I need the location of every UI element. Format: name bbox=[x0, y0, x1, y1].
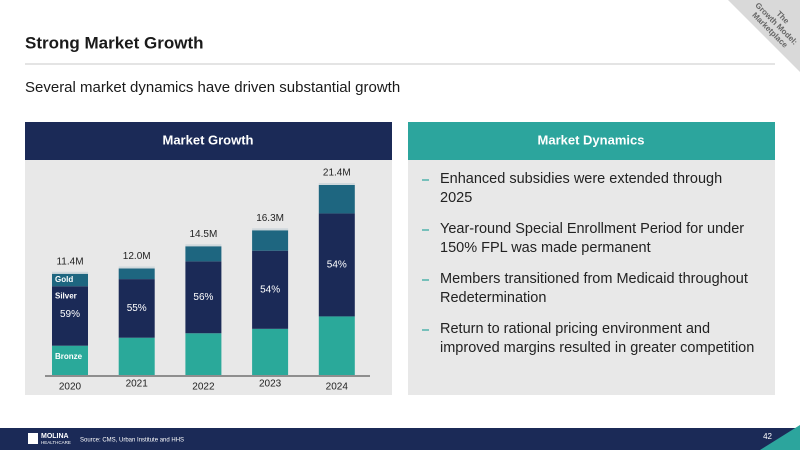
series-label: Gold bbox=[55, 275, 73, 284]
bar-segment bbox=[252, 328, 289, 375]
bar-segment bbox=[252, 250, 289, 329]
bar-cap bbox=[185, 244, 222, 247]
logo-sub: HEALTHCARE bbox=[41, 440, 71, 445]
corner-tag bbox=[728, 0, 800, 72]
total-label: 21.4M bbox=[323, 168, 351, 179]
share-label: 54% bbox=[327, 260, 347, 271]
bar-segment bbox=[118, 337, 155, 375]
share-label: 55% bbox=[127, 303, 147, 314]
total-label: 12.0M bbox=[123, 251, 151, 262]
bar-segment bbox=[318, 213, 355, 317]
slide-title: Strong Market Growth bbox=[25, 33, 204, 52]
bullet: Year-round Special Enrollment Period for… bbox=[408, 220, 758, 258]
bar-segment bbox=[52, 345, 88, 375]
bar-cap bbox=[318, 183, 355, 185]
total-label: 14.5M bbox=[190, 229, 218, 240]
x-tick-label: 2022 bbox=[192, 382, 215, 393]
bullet-dash bbox=[422, 179, 429, 181]
series-label: Bronze bbox=[55, 352, 83, 361]
bullet: Enhanced subsidies were extended through… bbox=[408, 170, 758, 208]
x-tick-label: 2024 bbox=[326, 382, 349, 393]
dynamics-panel bbox=[408, 160, 775, 395]
bar-segment bbox=[52, 273, 88, 287]
bar-segment bbox=[118, 279, 155, 338]
chart-header bbox=[25, 122, 392, 160]
bar-cap bbox=[52, 271, 88, 274]
page-number: 42 bbox=[763, 432, 772, 441]
bar-cap bbox=[118, 266, 155, 269]
bar-segment bbox=[185, 246, 222, 262]
bar-segment bbox=[185, 333, 222, 375]
share-label: 54% bbox=[260, 284, 280, 295]
total-label: 11.4M bbox=[56, 256, 83, 267]
bullet-dash bbox=[422, 229, 429, 231]
bullet: Members transitioned from Medicaid throu… bbox=[408, 270, 758, 308]
bullet: Return to rational pricing environment a… bbox=[408, 320, 758, 358]
bar-segment bbox=[118, 268, 155, 280]
bar-segment bbox=[318, 316, 355, 375]
dynamics-title: Market Dynamics bbox=[538, 132, 645, 147]
share-label: 56% bbox=[193, 292, 213, 303]
logo-icon bbox=[28, 433, 38, 444]
bullet-dash bbox=[422, 329, 429, 331]
logo-name: MOLINA bbox=[41, 433, 69, 440]
series-label: Silver bbox=[55, 291, 77, 300]
bar-segment bbox=[185, 261, 222, 334]
x-tick-label: 2023 bbox=[259, 379, 282, 390]
bullet-list: Enhanced subsidies were extended through… bbox=[408, 170, 775, 370]
x-tick-label: 2021 bbox=[126, 379, 149, 390]
footer-bar bbox=[0, 428, 800, 450]
chart-title: Market Growth bbox=[162, 132, 253, 147]
bar-cap bbox=[252, 228, 289, 231]
bar-segment bbox=[52, 286, 88, 346]
share-label: 59% bbox=[60, 309, 80, 320]
dynamics-header bbox=[408, 122, 775, 160]
bar-segment bbox=[252, 230, 289, 251]
footer-accent bbox=[760, 425, 800, 450]
bar-segment bbox=[318, 185, 355, 214]
source: Source: CMS, Urban Institute and HHS bbox=[80, 438, 184, 444]
subtitle: Several market dynamics have driven subs… bbox=[25, 79, 400, 96]
total-label: 16.3M bbox=[256, 213, 284, 224]
bullet-dash bbox=[422, 279, 429, 281]
x-tick-label: 2020 bbox=[59, 382, 82, 393]
